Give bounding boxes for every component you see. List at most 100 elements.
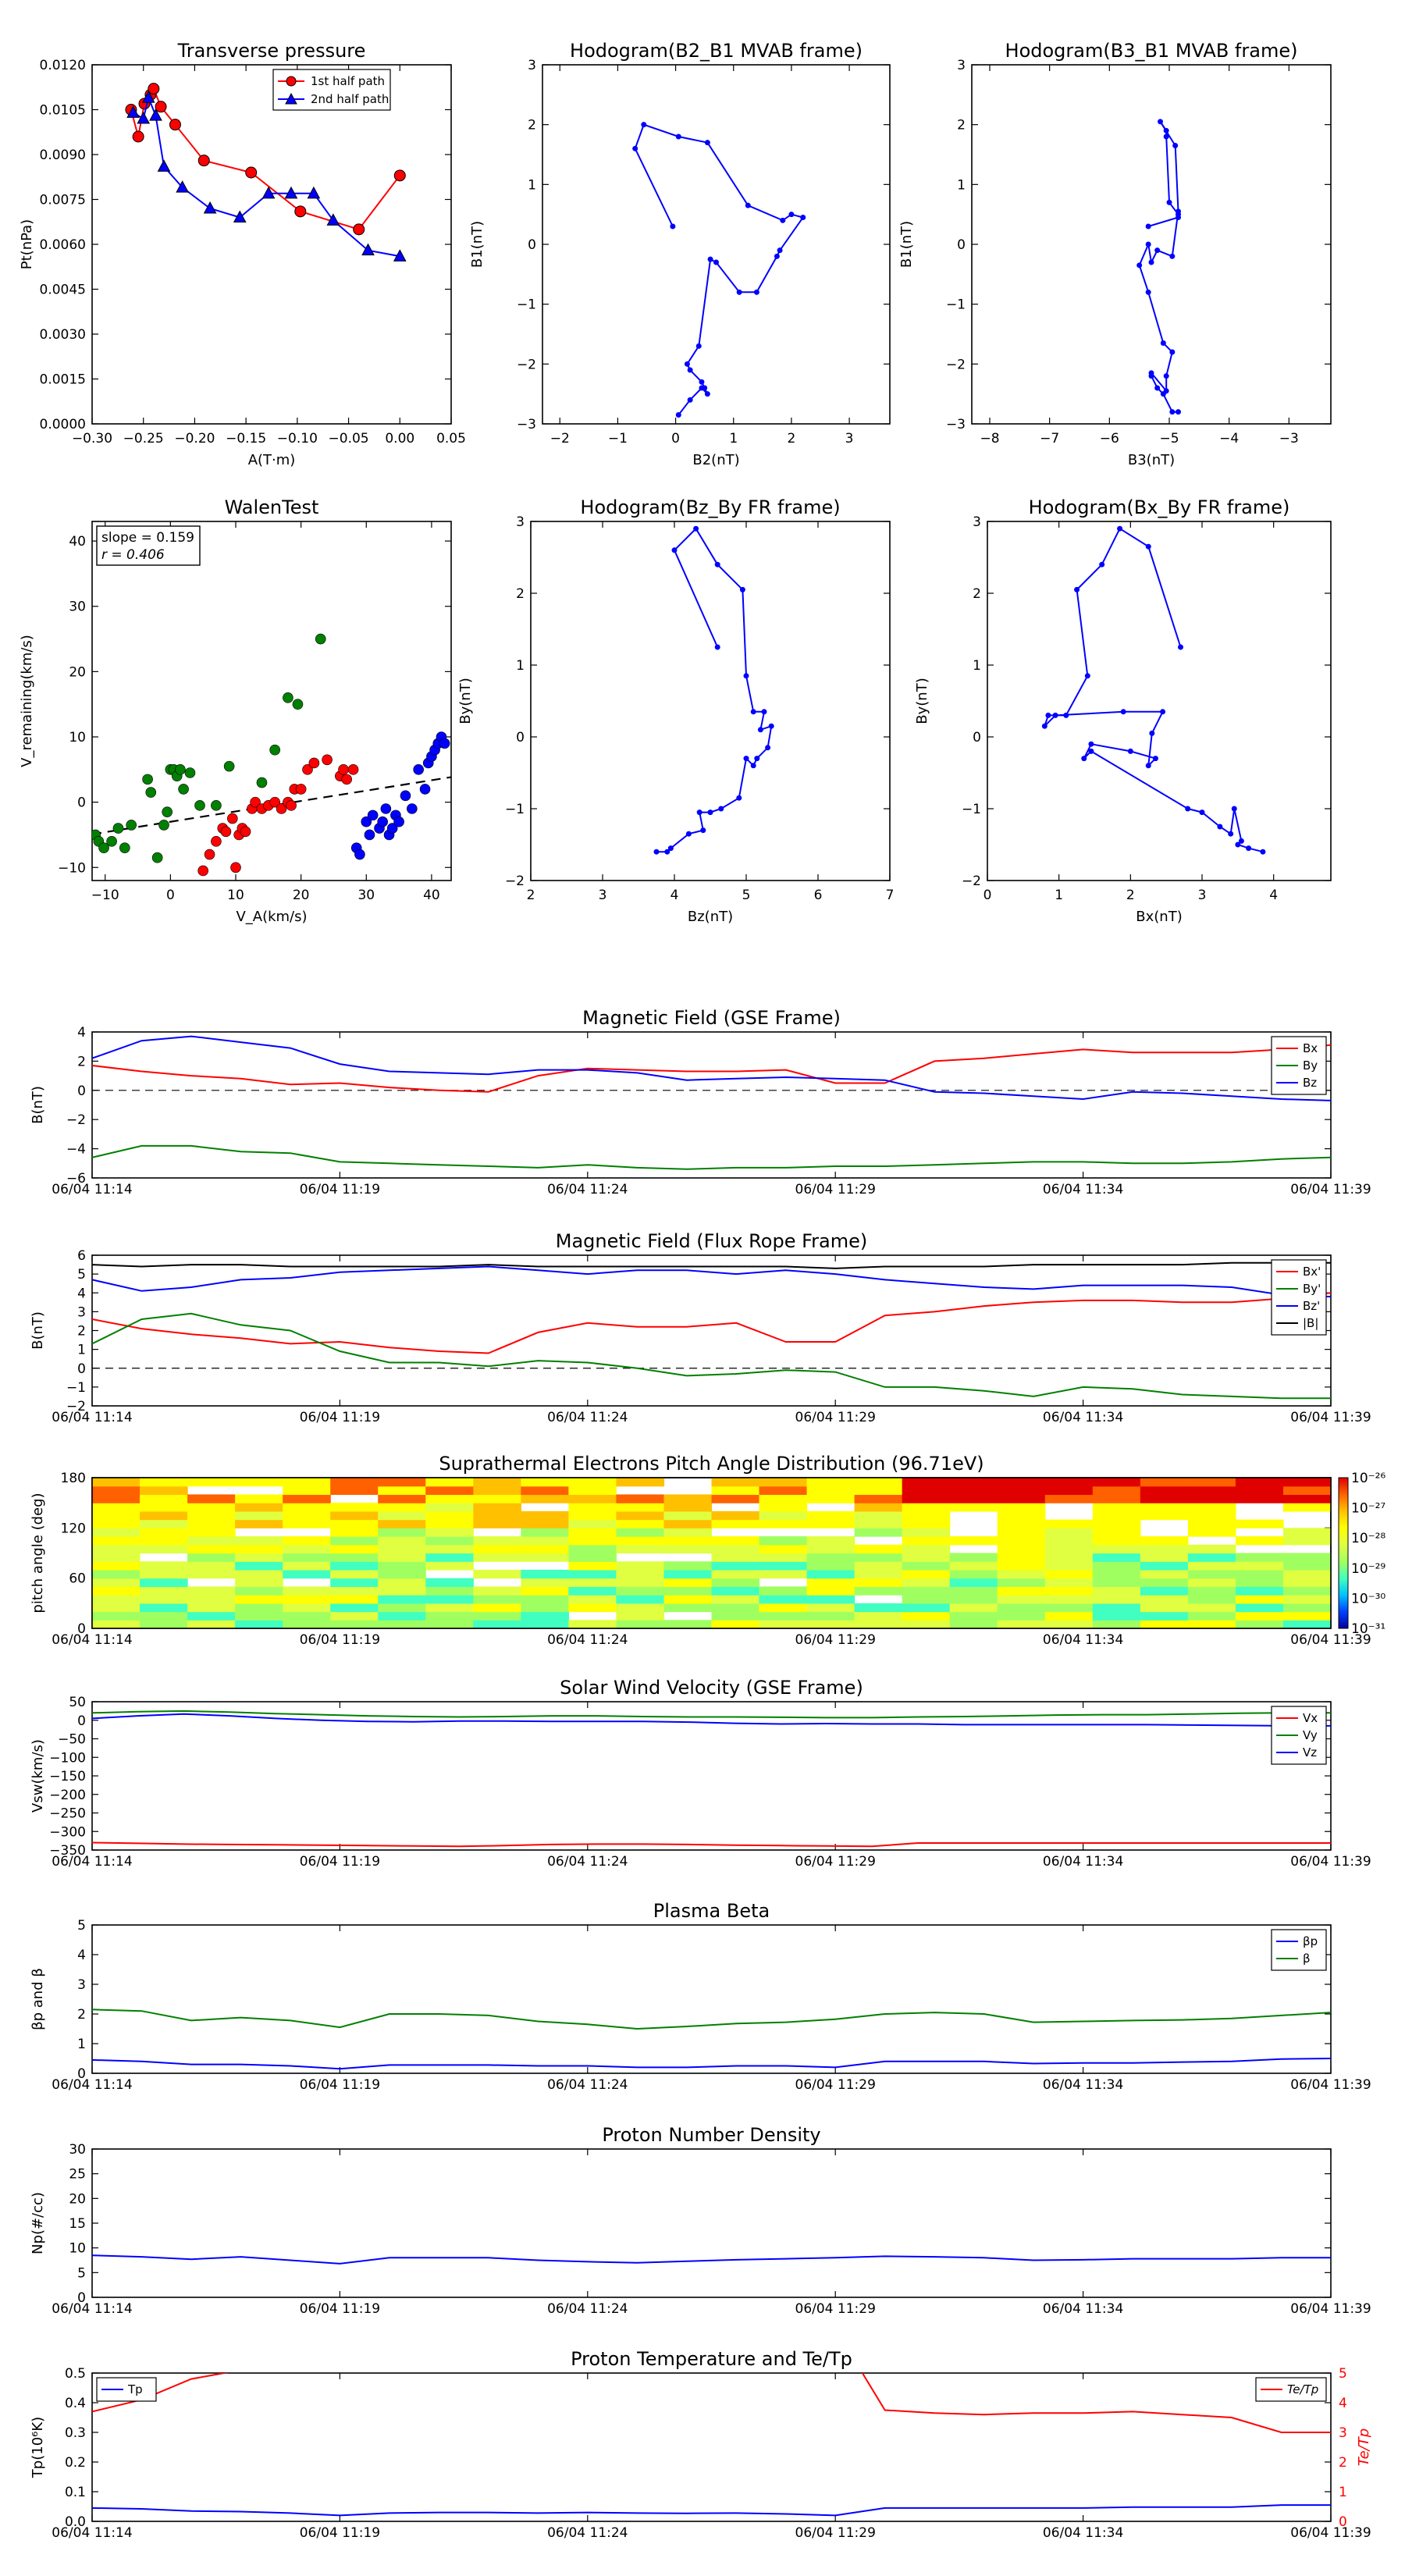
y-axis-label: By(nT) <box>457 678 474 724</box>
x-tick-label: 0 <box>166 888 175 903</box>
data-point <box>1238 838 1244 844</box>
y-tick-label: 4 <box>77 1948 86 1963</box>
heatmap-cell <box>1092 1603 1141 1613</box>
y-tick-label: 20 <box>69 2191 86 2207</box>
y-tick-label: −1 <box>505 802 525 817</box>
heatmap-cell <box>854 1611 903 1621</box>
data-point <box>439 738 450 749</box>
heatmap-cell <box>378 1603 426 1613</box>
heatmap-cell <box>997 1603 1046 1613</box>
heatmap-cell <box>854 1494 903 1503</box>
legend-label: Vy <box>1303 1728 1318 1742</box>
heatmap-cell <box>1092 1544 1141 1554</box>
heatmap-cell <box>92 1485 140 1496</box>
data-point <box>106 836 117 847</box>
plot-frame <box>971 64 1332 425</box>
y-tick-label: 1 <box>516 658 525 674</box>
heatmap-cell <box>330 1544 379 1554</box>
heatmap-cell <box>663 1503 713 1512</box>
data-point <box>1145 289 1151 295</box>
x-tick-label: 06/04 11:34 <box>1043 2301 1123 2317</box>
chart-title: Transverse pressure <box>177 40 366 62</box>
heatmap-cell <box>1282 1620 1332 1629</box>
chart-title: Hodogram(B3_B1 MVAB frame) <box>1005 40 1298 62</box>
y-tick-label: 1 <box>973 658 981 674</box>
heatmap-cell <box>616 1586 665 1596</box>
series-line-0 <box>92 2254 1331 2265</box>
y-tick-label: 6 <box>77 1248 86 1264</box>
heatmap-cell <box>521 1611 569 1621</box>
data-point <box>1169 409 1176 415</box>
colorbar-label: 10⁻³¹ <box>1351 1621 1385 1637</box>
heatmap-cell <box>1092 1478 1141 1487</box>
heatmap-cell <box>235 1578 283 1587</box>
heatmap-cell <box>425 1544 474 1554</box>
heatmap-cell <box>473 1536 521 1546</box>
data-point <box>1084 673 1090 679</box>
data-point <box>1169 349 1176 355</box>
data-point <box>377 816 388 827</box>
heatmap-cell <box>663 1595 713 1604</box>
data-point <box>704 391 710 397</box>
heatmap-cell <box>854 1569 903 1579</box>
x-tick-label: 06/04 11:29 <box>795 1854 876 1870</box>
legend-label: 1st half path <box>311 74 385 88</box>
heatmap-cell <box>711 1561 760 1571</box>
y-tick-label: −350 <box>49 1843 86 1859</box>
heatmap-cell <box>425 1519 474 1528</box>
heatmap-cell <box>283 1553 331 1562</box>
y-tick-label: 2 <box>77 1324 86 1340</box>
heatmap-cell <box>378 1503 426 1512</box>
heatmap-cell <box>759 1503 808 1512</box>
heatmap-cell <box>425 1494 474 1503</box>
heatmap-cell <box>378 1536 426 1546</box>
heatmap-cell <box>1044 1620 1094 1629</box>
plot-frame <box>91 1477 1332 1629</box>
y-tick-label: 0.0 <box>65 2514 86 2530</box>
data-point <box>227 813 238 824</box>
data-point <box>761 709 767 715</box>
data-point <box>223 760 235 772</box>
heatmap-cell <box>425 1561 474 1571</box>
heatmap-cell <box>854 1578 903 1587</box>
heatmap-cell <box>378 1519 426 1528</box>
heatmap-cell <box>1044 1553 1094 1562</box>
series-line-Bz <box>92 1035 1331 1101</box>
data-point <box>1154 385 1161 391</box>
heatmap-cell <box>521 1569 569 1579</box>
heatmap-cell <box>616 1611 665 1621</box>
y-tick-label: 40 <box>69 534 86 550</box>
y-tick-label: 0.0045 <box>40 283 86 298</box>
y-tick-label: 0.0060 <box>40 237 86 253</box>
y-tick-label: −2 <box>962 873 981 889</box>
right-axis-label: Te/Tp <box>1356 2428 1372 2466</box>
data-point <box>126 105 140 118</box>
data-point <box>112 823 124 834</box>
heatmap-cell <box>759 1536 808 1546</box>
data-point <box>684 361 690 367</box>
plot-area <box>92 633 451 877</box>
y-tick-label: 0.0120 <box>40 58 86 73</box>
heatmap-cell <box>235 1603 283 1613</box>
heatmap-cell <box>92 1503 140 1512</box>
heatmap-cell <box>663 1569 713 1579</box>
heatmap-cell <box>378 1553 426 1562</box>
heatmap-cell <box>1235 1569 1284 1579</box>
y-axis-label: βp and β <box>30 1968 46 2030</box>
heatmap-cell <box>806 1553 855 1562</box>
legend-marker <box>286 76 297 87</box>
x-tick-label: 06/04 11:29 <box>795 1632 876 1648</box>
x-tick-label: 06/04 11:29 <box>795 1410 876 1425</box>
heatmap-cell <box>473 1611 521 1621</box>
chart-title: Solar Wind Velocity (GSE Frame) <box>560 1677 863 1699</box>
data-point <box>1169 253 1176 259</box>
data-point <box>777 247 783 254</box>
heatmap-cell <box>92 1611 140 1621</box>
heatmap-cell <box>711 1494 760 1503</box>
chart-title: Hodogram(Bz_By FR frame) <box>580 496 840 518</box>
heatmap-cell <box>1140 1485 1189 1496</box>
heatmap-cell <box>283 1544 331 1554</box>
x-tick-label: 06/04 11:24 <box>547 1182 628 1197</box>
heatmap-cell <box>568 1536 617 1546</box>
heatmap-cell <box>997 1611 1046 1621</box>
